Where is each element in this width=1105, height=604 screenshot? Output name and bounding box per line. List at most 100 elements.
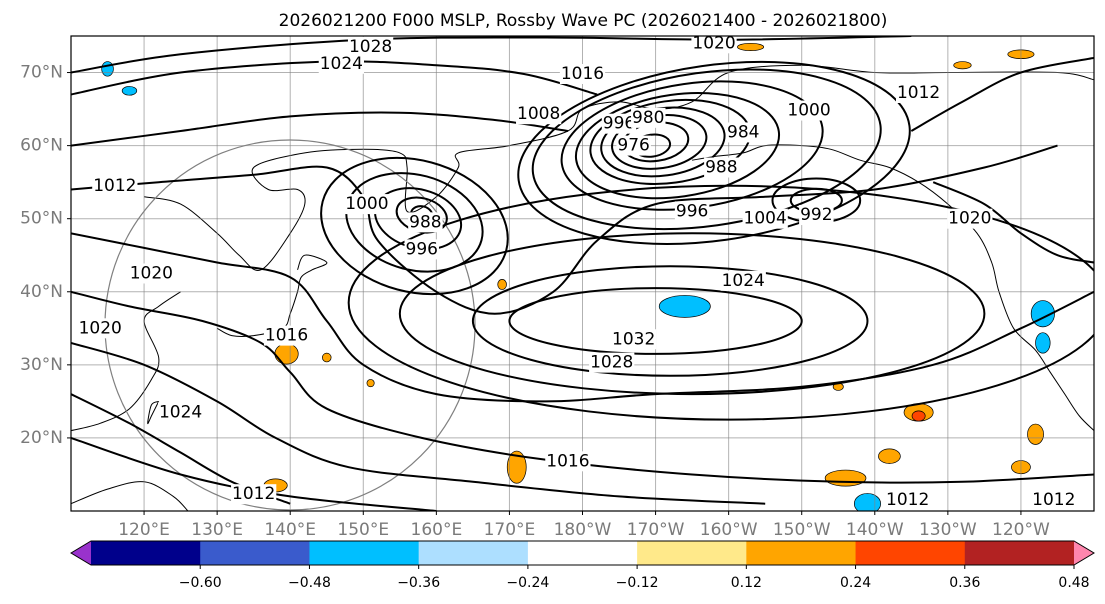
isobar-label-background: [128, 263, 175, 284]
isobar-label: 1024: [320, 54, 363, 74]
isobar-label-background: [157, 402, 204, 423]
isobar-label: 1016: [546, 451, 589, 471]
isobar-label: 1016: [561, 64, 604, 84]
isobar-label-background: [516, 104, 562, 125]
isobar-label: 1028: [349, 37, 392, 57]
colorbar-tick-label: 0.48: [1058, 575, 1089, 591]
lon-tick-label: 140°W: [846, 520, 904, 540]
isobar-label: 988: [409, 212, 441, 232]
isobar-label-background: [408, 212, 443, 233]
isobar-label-background: [786, 100, 832, 121]
isobar-label-background: [601, 113, 637, 134]
isobar-label-background: [616, 135, 651, 156]
isobar-line: [71, 36, 912, 74]
isobar-label-background: [1031, 490, 1077, 511]
lon-tick-label: 170°W: [627, 520, 685, 540]
lon-tick-label: 130°E: [191, 520, 243, 540]
isobar-label-background: [895, 83, 942, 103]
isobar-contour: [508, 287, 803, 355]
colorbar-segment: [964, 541, 1075, 565]
isobar-label-background: [720, 270, 766, 291]
colorbar-segment: [527, 541, 638, 565]
isobar-line: [910, 56, 1094, 132]
isobar-label-background: [231, 484, 277, 505]
colorbar-tick-label: −0.36: [397, 575, 440, 591]
isobar-label: 1012: [1032, 490, 1075, 510]
isobar-contour: [471, 265, 869, 377]
lon-tick-label: 120°W: [992, 520, 1050, 540]
anomaly-patch: [274, 343, 299, 365]
colorbar-segment: [855, 541, 966, 565]
lat-tick-label: 70°N: [20, 63, 63, 83]
colorbar-segment: [91, 541, 201, 565]
isobar-label-background: [344, 194, 390, 215]
isobar-label: 996: [603, 114, 635, 134]
isobar-label: 1008: [517, 104, 560, 124]
colorbar-segment: [309, 541, 420, 565]
isobar-contour: [320, 156, 509, 296]
isobar-label-background: [589, 352, 635, 373]
isobar-contour: [398, 232, 986, 396]
isobar-label-background: [92, 175, 138, 196]
isobar-line: [71, 290, 1094, 484]
anomaly-patch: [878, 448, 901, 464]
lat-tick-label: 60°N: [20, 136, 63, 156]
isobar-label: 980: [632, 108, 664, 128]
isobar-label: 1012: [232, 484, 275, 504]
isobar-label: 1000: [345, 194, 388, 214]
isobar-label: 1012: [93, 176, 136, 196]
isobar-label-background: [404, 239, 439, 260]
colorbar-segment: [637, 541, 747, 565]
isobar-contour: [531, 68, 882, 231]
isobar-contour: [347, 184, 1094, 421]
figure-title: 2026021200 F000 MSLP, Rossby Wave PC (20…: [279, 11, 888, 31]
lon-tick-label: 160°E: [411, 520, 463, 540]
isobar-label-background: [691, 36, 737, 54]
colorbar-tick-label: −0.24: [506, 575, 549, 591]
colorbar-tick-label: 0.12: [731, 575, 762, 591]
colorbar-extend-high: [1074, 541, 1094, 565]
isobar-label-background: [559, 64, 606, 84]
isobar-line: [71, 111, 569, 147]
anomaly-patch: [658, 295, 711, 318]
colorbar-tick-label: 0.36: [949, 575, 980, 591]
latitude-axis: 70°N 60°N 50°N 40°N 30°N 20°N: [20, 63, 71, 448]
longitude-axis: 120°E 130°E 140°E 150°E 160°E 170°E 180°W 170°W…: [118, 511, 1050, 540]
isobar-label-background: [885, 490, 931, 511]
isobar-label-background: [347, 36, 394, 57]
colorbar-tick-label: −0.60: [179, 575, 222, 591]
isobar-label-background: [545, 451, 591, 472]
isobar-label: 976: [617, 136, 649, 156]
isobar-label-background: [77, 318, 123, 339]
colorbar: −0.60 −0.48 −0.36 −0.24 −0.12 0.12 0.24 0.36 0.4…: [70, 540, 1095, 591]
isobar-label: 988: [705, 158, 737, 178]
isobar-label-background: [742, 208, 788, 229]
anomaly-patch: [497, 278, 507, 290]
coastline: [147, 400, 160, 425]
lon-tick-label: 150°W: [773, 520, 831, 540]
isobar-label-background: [704, 157, 739, 178]
anomaly-patch: [366, 379, 375, 388]
anomaly-patch: [824, 469, 867, 487]
isobar-line: [71, 232, 1094, 403]
isobar-label: 992: [800, 205, 832, 225]
isobar-label: 1032: [612, 329, 655, 349]
lon-tick-label: 130°W: [919, 520, 977, 540]
isobar-label: 1024: [722, 271, 765, 291]
isobar-label: 1000: [787, 101, 830, 121]
colorbar-tick-label: −0.12: [616, 575, 659, 591]
colorbar-outline: [70, 540, 1095, 566]
lat-tick-label: 20°N: [20, 428, 63, 448]
colorbar-tick-label: 0.24: [840, 575, 871, 591]
isobar-contour: [517, 60, 911, 245]
colorbar-segment: [418, 541, 529, 565]
anomaly-patch: [506, 450, 527, 484]
anomaly-patch: [1035, 332, 1051, 354]
isobar-label: 1020: [130, 264, 173, 284]
colorbar-segment: [746, 541, 857, 565]
isobar-line: [71, 144, 1058, 315]
lon-tick-label: 160°W: [700, 520, 758, 540]
anomaly-patch: [1027, 423, 1044, 445]
